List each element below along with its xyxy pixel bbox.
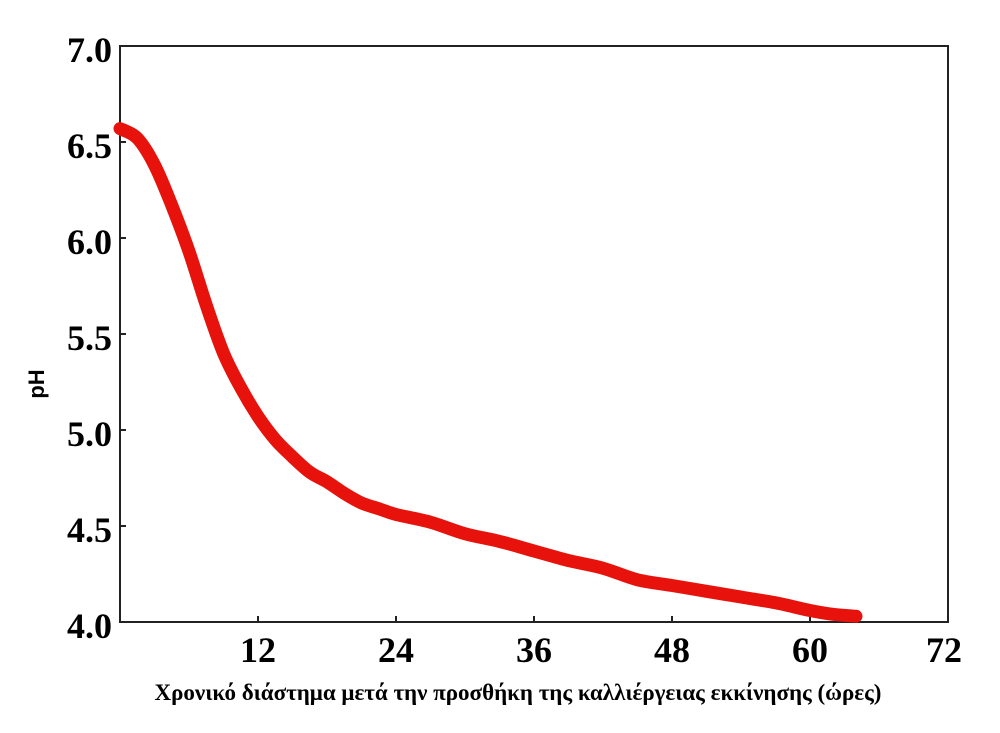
x-tick-label: 12: [240, 630, 276, 670]
x-axis-title: Χρονικό διάστημα μετά την προσθήκη της κ…: [155, 680, 882, 705]
y-axis-ticks: [120, 45, 126, 623]
x-tick-label: 36: [516, 630, 552, 670]
y-tick-label: 6.5: [67, 126, 112, 166]
y-tick-label: 7.0: [67, 30, 112, 70]
y-tick-label: 4.0: [67, 606, 112, 646]
y-tick-label: 6.0: [67, 222, 112, 262]
x-tick-label: 72: [926, 630, 962, 670]
x-tick-label: 24: [378, 630, 414, 670]
ph-line: [113, 122, 863, 623]
plot-area: [119, 45, 949, 623]
y-tick-label: 5.0: [67, 414, 112, 454]
x-tick-label: 60: [792, 630, 828, 670]
y-tick-label: 5.5: [67, 318, 112, 358]
y-tick-label: 4.5: [67, 510, 112, 550]
series-layer: [113, 122, 863, 623]
y-axis-title: pH: [24, 369, 49, 398]
x-tick-label: 48: [654, 630, 690, 670]
